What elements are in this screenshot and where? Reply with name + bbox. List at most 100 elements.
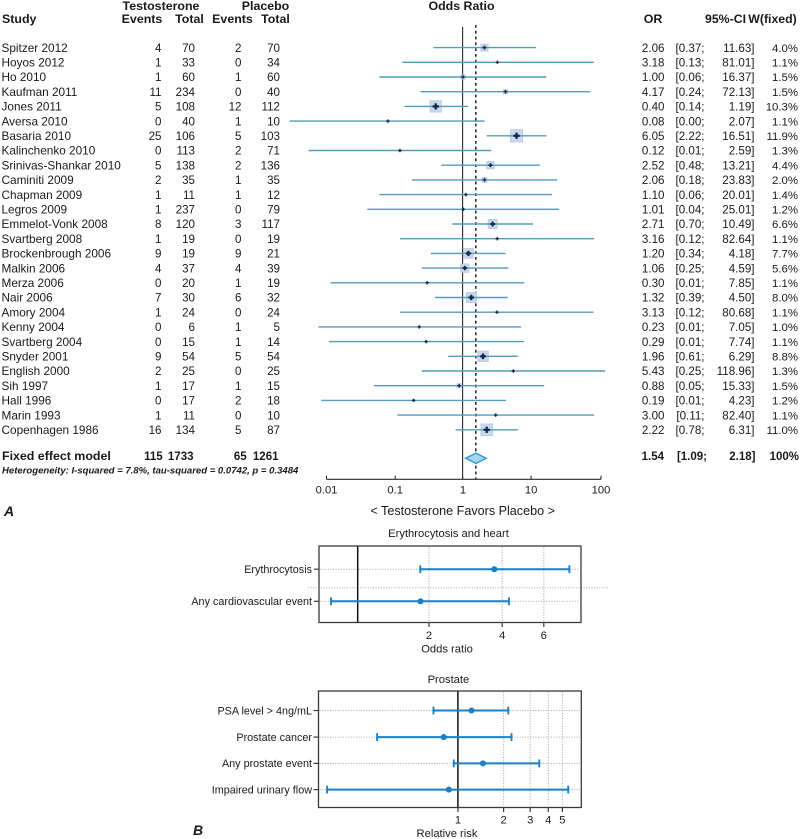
svg-text:35: 35 [267, 174, 280, 187]
svg-text:3.00: 3.00 [642, 409, 665, 422]
svg-text:234: 234 [176, 86, 196, 99]
svg-text:0: 0 [155, 395, 161, 408]
svg-text:[0.48;: [0.48; [675, 159, 704, 172]
svg-text:1: 1 [455, 815, 461, 827]
svg-text:2: 2 [235, 395, 241, 408]
svg-text:0.88: 0.88 [642, 380, 665, 393]
svg-text:16.37]: 16.37] [722, 71, 754, 84]
svg-text:Odds Ratio: Odds Ratio [428, 0, 495, 13]
svg-text:Chapman 2009: Chapman 2009 [2, 188, 83, 202]
svg-text:54: 54 [182, 351, 195, 364]
svg-text:33: 33 [182, 57, 195, 70]
svg-text:0.19: 0.19 [642, 395, 665, 408]
svg-text:1: 1 [235, 115, 241, 128]
svg-text:2: 2 [426, 630, 432, 642]
svg-text:6: 6 [189, 321, 195, 334]
svg-text:[0.05;: [0.05; [675, 380, 704, 393]
svg-text:34: 34 [267, 57, 280, 70]
svg-text:1: 1 [460, 484, 466, 496]
svg-text:7.05]: 7.05] [729, 321, 755, 334]
svg-text:17: 17 [182, 395, 195, 408]
svg-text:80.68]: 80.68] [722, 306, 754, 319]
svg-text:0: 0 [235, 204, 241, 217]
svg-text:OR: OR [644, 12, 663, 26]
svg-text:112: 112 [262, 101, 280, 114]
svg-text:24: 24 [182, 306, 195, 319]
svg-text:5: 5 [274, 321, 280, 334]
svg-text:11: 11 [183, 409, 195, 422]
svg-text:40: 40 [267, 86, 280, 99]
svg-text:4.0%: 4.0% [772, 43, 798, 55]
svg-text:[1.09;: [1.09; [677, 451, 707, 463]
svg-text:Malkin 2006: Malkin 2006 [2, 261, 66, 275]
svg-text:100%: 100% [770, 451, 799, 463]
svg-text:5.43: 5.43 [642, 365, 665, 378]
svg-text:7.7%: 7.7% [772, 249, 798, 261]
svg-text:18: 18 [267, 395, 280, 408]
svg-text:8.0%: 8.0% [772, 293, 798, 305]
svg-text:138: 138 [176, 159, 195, 172]
svg-text:Marin 1993: Marin 1993 [2, 408, 61, 422]
svg-text:82.64]: 82.64] [722, 233, 754, 246]
svg-text:1: 1 [155, 57, 161, 70]
svg-text:9: 9 [235, 248, 241, 261]
svg-text:1: 1 [235, 321, 241, 334]
svg-text:[0.01;: [0.01; [675, 395, 704, 408]
svg-text:0: 0 [235, 365, 241, 378]
svg-text:Events: Events [122, 12, 163, 26]
svg-text:1: 1 [235, 189, 241, 202]
svg-text:0: 0 [155, 145, 161, 158]
svg-text:2.52: 2.52 [642, 159, 665, 172]
svg-text:14: 14 [267, 336, 280, 349]
svg-text:Ho 2010: Ho 2010 [2, 70, 47, 84]
svg-text:16.51]: 16.51] [722, 130, 754, 143]
svg-text:11.63]: 11.63] [723, 42, 754, 55]
svg-text:Nair 2006: Nair 2006 [2, 291, 54, 305]
svg-text:9: 9 [155, 248, 161, 261]
svg-text:4.17: 4.17 [642, 86, 665, 99]
svg-text:[0.12;: [0.12; [675, 306, 704, 319]
svg-text:5: 5 [155, 101, 161, 114]
svg-text:1.96: 1.96 [642, 351, 665, 364]
svg-text:[0.01;: [0.01; [675, 277, 704, 290]
svg-text:[0.39;: [0.39; [675, 292, 704, 305]
svg-text:4.18]: 4.18] [729, 248, 755, 261]
svg-text:23.83]: 23.83] [722, 174, 754, 187]
svg-text:20: 20 [182, 277, 195, 290]
svg-text:[0.24;: [0.24; [675, 86, 704, 99]
svg-text:1.10: 1.10 [642, 189, 665, 202]
svg-text:Srinivas-Shankar 2010: Srinivas-Shankar 2010 [2, 158, 122, 172]
svg-text:Events: Events [212, 12, 253, 26]
svg-text:[0.25;: [0.25; [675, 365, 704, 378]
svg-text:0.29: 0.29 [642, 336, 665, 349]
svg-text:4: 4 [155, 262, 162, 275]
svg-text:Basaria 2010: Basaria 2010 [2, 129, 72, 143]
svg-text:134: 134 [176, 424, 196, 437]
svg-text:0: 0 [155, 115, 161, 128]
svg-text:4: 4 [499, 630, 505, 642]
svg-text:17: 17 [182, 380, 195, 393]
svg-text:87: 87 [267, 424, 280, 437]
svg-text:0: 0 [235, 233, 241, 246]
svg-text:237: 237 [176, 204, 195, 217]
svg-text:Snyder 2001: Snyder 2001 [2, 350, 69, 364]
svg-text:39: 39 [267, 262, 280, 275]
svg-text:W(fixed): W(fixed) [748, 12, 797, 26]
svg-text:54: 54 [267, 351, 280, 364]
svg-text:English 2000: English 2000 [2, 364, 71, 378]
svg-text:6.31]: 6.31] [729, 424, 755, 437]
svg-text:1: 1 [235, 380, 241, 393]
svg-text:113: 113 [177, 145, 195, 158]
svg-text:[0.04;: [0.04; [675, 204, 704, 217]
svg-text:2.06: 2.06 [642, 42, 665, 55]
svg-text:40: 40 [182, 115, 195, 128]
svg-text:0.40: 0.40 [642, 101, 665, 114]
svg-text:60: 60 [267, 71, 280, 84]
svg-text:19: 19 [182, 248, 195, 261]
svg-text:3: 3 [527, 815, 533, 827]
svg-text:19: 19 [182, 233, 195, 246]
svg-text:4: 4 [545, 815, 551, 827]
svg-text:6.6%: 6.6% [772, 219, 798, 231]
svg-text:1.01: 1.01 [642, 204, 665, 217]
svg-text:4.23]: 4.23] [729, 395, 755, 408]
